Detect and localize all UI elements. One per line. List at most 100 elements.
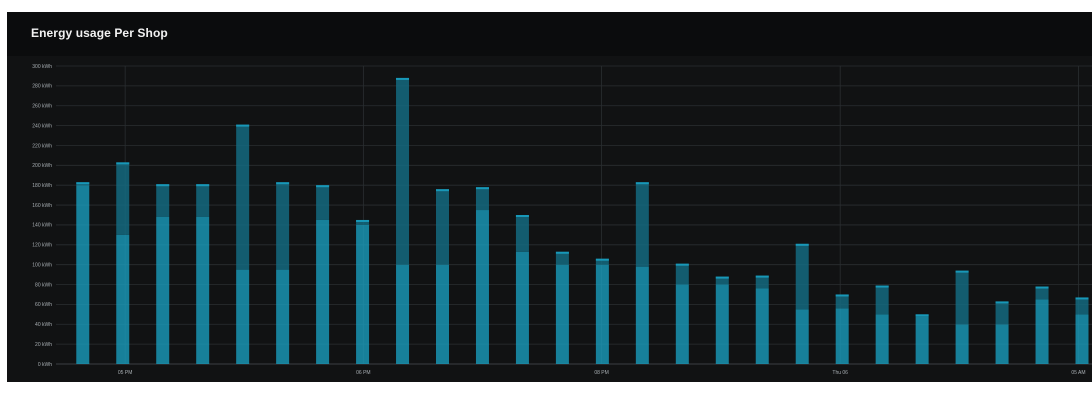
bar-top-edge bbox=[116, 162, 130, 165]
bar-lower-segment bbox=[1075, 314, 1089, 364]
bar-top-edge bbox=[755, 275, 769, 278]
bar-upper-segment bbox=[116, 162, 130, 235]
bar-upper-segment bbox=[436, 189, 450, 265]
bar-upper-segment bbox=[1075, 297, 1089, 315]
y-tick-label: 80 kWh bbox=[35, 282, 52, 288]
bar-top-edge bbox=[276, 182, 290, 185]
bar-upper-segment bbox=[675, 263, 689, 285]
bar-lower-segment bbox=[316, 219, 330, 364]
bar-lower-segment bbox=[795, 309, 809, 364]
bar-upper-segment bbox=[156, 184, 170, 217]
bar-top-edge bbox=[156, 184, 170, 187]
bar-top-edge bbox=[875, 285, 889, 288]
bar-upper-segment bbox=[196, 184, 210, 217]
bar-upper-segment bbox=[1035, 286, 1049, 300]
y-tick-label: 100 kWh bbox=[32, 262, 52, 268]
y-tick-label: 60 kWh bbox=[35, 302, 52, 308]
x-tick-label: 08 PM bbox=[594, 370, 608, 376]
bar-upper-segment bbox=[276, 182, 290, 270]
bar-top-edge bbox=[236, 124, 250, 127]
bar-lower-segment bbox=[595, 264, 609, 364]
bar-upper-segment bbox=[995, 301, 1009, 325]
bar-lower-segment bbox=[116, 234, 130, 364]
bar-top-edge bbox=[995, 301, 1009, 304]
x-tick-label: 05 AM bbox=[1071, 370, 1085, 376]
bar-lower-segment bbox=[715, 284, 729, 364]
chart-panel: Energy usage Per Shop 0 kWh 20 kWh 40 kWh 6… bbox=[7, 12, 1092, 382]
bar-top-edge bbox=[595, 258, 609, 261]
bar-lower-segment bbox=[356, 224, 370, 364]
bar-lower-segment bbox=[515, 251, 529, 364]
bar-upper-segment bbox=[715, 276, 729, 285]
y-tick-label: 220 kWh bbox=[32, 143, 52, 149]
bar-upper-segment bbox=[316, 185, 330, 220]
bar-lower-segment bbox=[236, 269, 250, 364]
bar-top-edge bbox=[436, 189, 450, 192]
bar-lower-segment bbox=[1035, 299, 1049, 364]
bar-lower-segment bbox=[755, 288, 769, 364]
bar-lower-segment bbox=[875, 314, 889, 364]
y-tick-label: 20 kWh bbox=[35, 342, 52, 348]
bar-lower-segment bbox=[396, 264, 410, 364]
bar-lower-segment bbox=[436, 264, 450, 364]
x-tick-label: 06 PM bbox=[356, 370, 370, 376]
bar-top-edge bbox=[715, 276, 729, 279]
bar-lower-segment bbox=[835, 308, 849, 364]
bar-top-edge bbox=[835, 294, 849, 297]
bar-lower-segment bbox=[156, 216, 170, 364]
bar-upper-segment bbox=[635, 182, 649, 267]
bar-top-edge bbox=[1035, 286, 1049, 289]
bar-lower-segment bbox=[276, 269, 290, 364]
bar-upper-segment bbox=[396, 77, 410, 265]
bar-top-edge bbox=[316, 185, 330, 188]
bar-top-edge bbox=[356, 219, 370, 222]
y-tick-label: 40 kWh bbox=[35, 322, 52, 328]
bar-upper-segment bbox=[835, 294, 849, 309]
bar-top-edge bbox=[76, 182, 90, 185]
bar-top-edge bbox=[515, 215, 529, 217]
bar-upper-segment bbox=[955, 270, 969, 325]
bar-upper-segment bbox=[515, 215, 529, 252]
bar-top-edge bbox=[396, 77, 410, 80]
energy-bar-chart: 0 kWh 20 kWh 40 kWh 60 kWh 80 kWh 100 kWh 120 … bbox=[32, 64, 1092, 376]
x-tick-label: Thu 06 bbox=[832, 370, 848, 376]
bar-top-edge bbox=[795, 243, 809, 246]
bar-lower-segment bbox=[675, 284, 689, 364]
bar-top-edge bbox=[955, 270, 969, 273]
bar-top-edge bbox=[635, 182, 649, 185]
bar-lower-segment bbox=[76, 185, 90, 364]
bar-lower-segment bbox=[555, 264, 569, 364]
bar-upper-segment bbox=[795, 243, 809, 310]
bar-lower-segment bbox=[995, 324, 1009, 364]
panel-title[interactable]: Energy usage Per Shop bbox=[31, 26, 168, 40]
bar-lower-segment bbox=[955, 324, 969, 364]
bar-top-edge bbox=[1075, 297, 1089, 300]
bar-lower-segment bbox=[196, 216, 210, 364]
y-tick-label: 180 kWh bbox=[32, 183, 52, 189]
y-tick-label: 0 kWh bbox=[38, 362, 52, 368]
panel-header: Energy usage Per Shop bbox=[7, 12, 1092, 56]
bar-upper-segment bbox=[875, 285, 889, 315]
bar-top-edge bbox=[915, 314, 929, 317]
bar-top-edge bbox=[196, 184, 210, 187]
y-tick-label: 260 kWh bbox=[32, 104, 52, 110]
x-tick-label: 05 PM bbox=[118, 370, 132, 376]
y-tick-label: 200 kWh bbox=[32, 163, 52, 169]
y-tick-label: 300 kWh bbox=[32, 64, 52, 70]
y-tick-label: 240 kWh bbox=[32, 123, 52, 129]
bar-upper-segment bbox=[475, 187, 489, 211]
bar-lower-segment bbox=[915, 316, 929, 364]
y-tick-label: 280 kWh bbox=[32, 84, 52, 90]
bar-lower-segment bbox=[475, 210, 489, 364]
bar-top-edge bbox=[475, 187, 489, 190]
bar-top-edge bbox=[675, 263, 689, 266]
bar-lower-segment bbox=[635, 266, 649, 364]
bar-upper-segment bbox=[356, 219, 370, 225]
y-tick-label: 160 kWh bbox=[32, 203, 52, 209]
bar-upper-segment bbox=[555, 251, 569, 265]
bar-upper-segment bbox=[755, 275, 769, 289]
y-tick-label: 120 kWh bbox=[32, 243, 52, 249]
bar-top-edge bbox=[555, 251, 569, 254]
bar-upper-segment bbox=[236, 124, 250, 270]
bar-upper-segment bbox=[595, 258, 609, 265]
